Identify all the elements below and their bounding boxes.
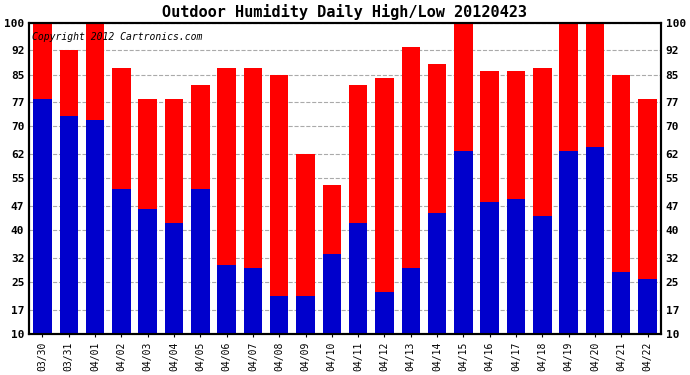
Bar <box>560 23 578 368</box>
Bar <box>480 71 499 368</box>
Bar <box>454 23 473 368</box>
Bar <box>191 189 210 368</box>
Bar <box>586 147 604 368</box>
Bar <box>86 23 104 368</box>
Bar <box>217 265 236 368</box>
Bar <box>112 68 130 368</box>
Bar <box>33 99 52 368</box>
Bar <box>323 254 341 368</box>
Bar <box>349 223 367 368</box>
Bar <box>402 47 420 368</box>
Bar <box>165 99 183 368</box>
Text: Copyright 2012 Cartronics.com: Copyright 2012 Cartronics.com <box>32 32 203 42</box>
Bar <box>217 68 236 368</box>
Bar <box>165 223 183 368</box>
Bar <box>86 120 104 368</box>
Bar <box>33 23 52 368</box>
Bar <box>191 85 210 368</box>
Bar <box>533 216 551 368</box>
Bar <box>375 78 394 368</box>
Bar <box>507 199 525 368</box>
Bar <box>480 202 499 368</box>
Bar <box>428 64 446 368</box>
Bar <box>533 68 551 368</box>
Bar <box>244 68 262 368</box>
Bar <box>586 23 604 368</box>
Bar <box>139 99 157 368</box>
Bar <box>270 75 288 368</box>
Bar <box>296 154 315 368</box>
Bar <box>638 279 657 368</box>
Bar <box>454 151 473 368</box>
Bar <box>402 268 420 368</box>
Bar <box>375 292 394 368</box>
Bar <box>638 99 657 368</box>
Bar <box>507 71 525 368</box>
Bar <box>270 296 288 368</box>
Bar <box>323 185 341 368</box>
Bar <box>59 50 78 368</box>
Title: Outdoor Humidity Daily High/Low 20120423: Outdoor Humidity Daily High/Low 20120423 <box>163 4 527 20</box>
Bar <box>112 189 130 368</box>
Bar <box>560 151 578 368</box>
Bar <box>612 272 631 368</box>
Bar <box>139 209 157 368</box>
Bar <box>428 213 446 368</box>
Bar <box>349 85 367 368</box>
Bar <box>59 116 78 368</box>
Bar <box>612 75 631 368</box>
Bar <box>296 296 315 368</box>
Bar <box>244 268 262 368</box>
